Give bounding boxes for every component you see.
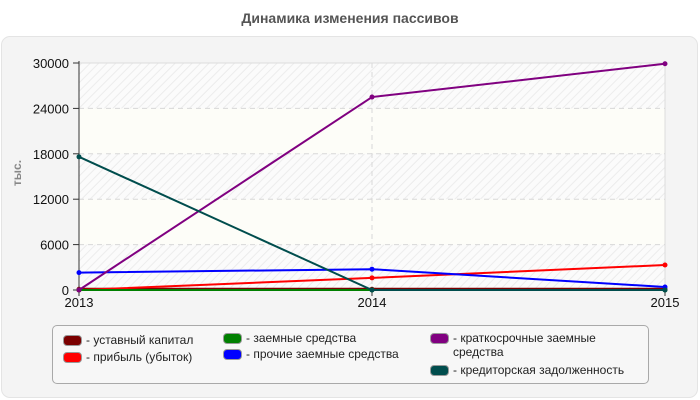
data-point[interactable] [369,287,375,293]
x-tick-label: 2014 [358,295,387,310]
legend-item-charter-capital[interactable]: - уставный капитал [63,333,193,347]
legend-swatch-icon [63,335,82,346]
legend-label: - заемные средства [246,331,357,345]
data-point[interactable] [662,287,668,293]
data-point[interactable] [76,287,82,293]
legend-label: - кредиторская задолженность [453,363,625,377]
legend-item-profit[interactable]: - прибыль (убыток) [63,350,192,364]
legend-item-borrowed-funds[interactable]: - заемные средства [223,331,356,345]
y-tick-label: 24000 [33,101,69,116]
chart-title: Динамика изменения пассивов [241,10,459,26]
legend-label: - краткосрочные заемные средства [453,331,596,359]
y-axis-label: тыс. [10,159,24,187]
legend-item-other-borrowed-funds[interactable]: - прочие заемные средства [223,347,399,361]
data-point[interactable] [662,262,668,268]
data-point[interactable] [369,275,375,281]
data-point[interactable] [76,270,82,276]
legend-label: - прибыль (убыток) [86,350,193,364]
y-tick-label: 6000 [40,238,69,253]
legend-swatch-icon [223,349,242,360]
legend-swatch-icon [223,333,242,344]
legend-label: - прочие заемные средства [246,347,399,361]
data-point[interactable] [369,94,375,100]
y-tick-label: 0 [62,283,69,298]
legend-swatch-icon [430,333,449,344]
x-tick-label: 2013 [65,295,94,310]
y-tick-label: 18000 [33,147,69,162]
x-tick-label: 2015 [651,295,680,310]
data-point[interactable] [76,154,82,160]
legend-label: - уставный капитал [86,333,194,347]
legend: - уставный капитал - прибыль (убыток) - … [52,325,649,384]
y-tick-label: 30000 [33,56,69,71]
data-point[interactable] [662,61,668,67]
y-tick-label: 12000 [33,192,69,207]
legend-item-accounts-payable[interactable]: - кредиторская задолженность [430,363,624,377]
data-point[interactable] [369,266,375,272]
legend-swatch-icon [430,365,449,376]
legend-swatch-icon [63,352,82,363]
legend-item-short-term-borrowings[interactable]: - краткосрочные заемные средства [430,331,630,359]
